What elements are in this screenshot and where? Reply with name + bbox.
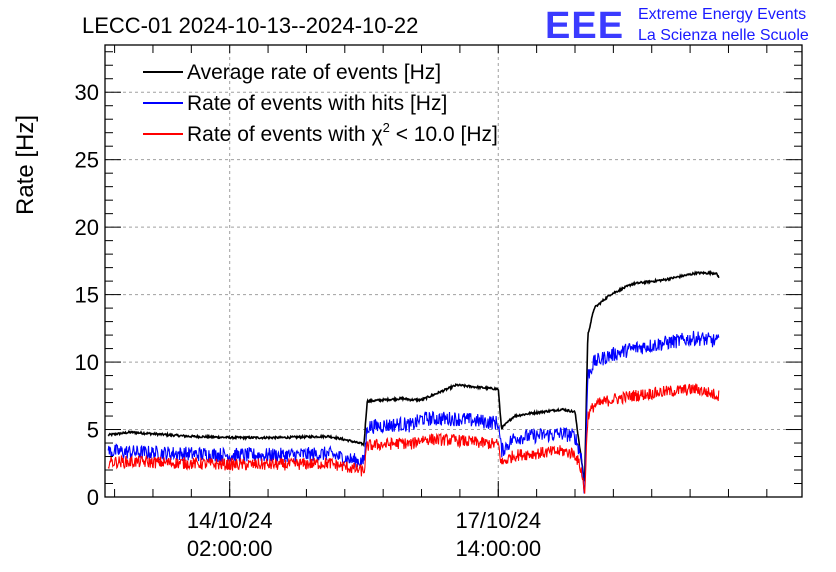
- legend-label-hits: Rate of events with hits [Hz]: [187, 92, 447, 115]
- y-tick-label: 20: [75, 215, 99, 240]
- y-tick-label: 30: [75, 80, 99, 105]
- x-tick-label-date: 14/10/24: [187, 508, 273, 533]
- legend-label-average: Average rate of events [Hz]: [187, 61, 441, 84]
- legend-label-chi2: Rate of events with χ2 < 10.0 [Hz]: [187, 120, 498, 146]
- series-line-2: [107, 383, 720, 494]
- legend-label-chi2-text: Rate of events with: [187, 123, 366, 146]
- chart-title: LECC-01 2024-10-13--2024-10-22: [82, 13, 418, 38]
- axes-layer: 0 5 10 15 20 25 30 14/10/24 02:00:00 17/10/24 14:0…: [75, 44, 803, 561]
- legend: Average rate of events [Hz] Rate of even…: [143, 61, 498, 146]
- series-line-1: [107, 330, 720, 494]
- y-axis-label: Rate [Hz]: [12, 115, 39, 215]
- x-tick-label-time: 02:00:00: [187, 536, 273, 561]
- eee-logo-line2: La Scienza nelle Scuole: [638, 27, 809, 44]
- y-tick-label: 15: [75, 283, 99, 308]
- legend-label-chi2-tail: < 10.0 [Hz]: [390, 123, 498, 146]
- plot-frame: [104, 44, 803, 498]
- eee-logo-line1: Extreme Energy Events: [638, 6, 806, 23]
- series-layer: [107, 269, 720, 494]
- eee-logo-mark: EEE: [545, 5, 624, 47]
- y-tick-label: 0: [87, 485, 99, 510]
- legend-label-chi2-symbol: χ: [372, 123, 383, 146]
- y-tick-label: 25: [75, 148, 99, 173]
- series-line-0: [107, 269, 720, 483]
- y-tick-label: 5: [87, 418, 99, 443]
- y-tick-label: 10: [75, 350, 99, 375]
- legend-label-chi2-sup: 2: [383, 120, 390, 135]
- grid-layer: [105, 45, 802, 497]
- x-tick-label-date: 17/10/24: [455, 508, 541, 533]
- x-tick-label-time: 14:00:00: [455, 536, 541, 561]
- eee-logo: EEE Extreme Energy Events La Scienza nel…: [545, 5, 809, 47]
